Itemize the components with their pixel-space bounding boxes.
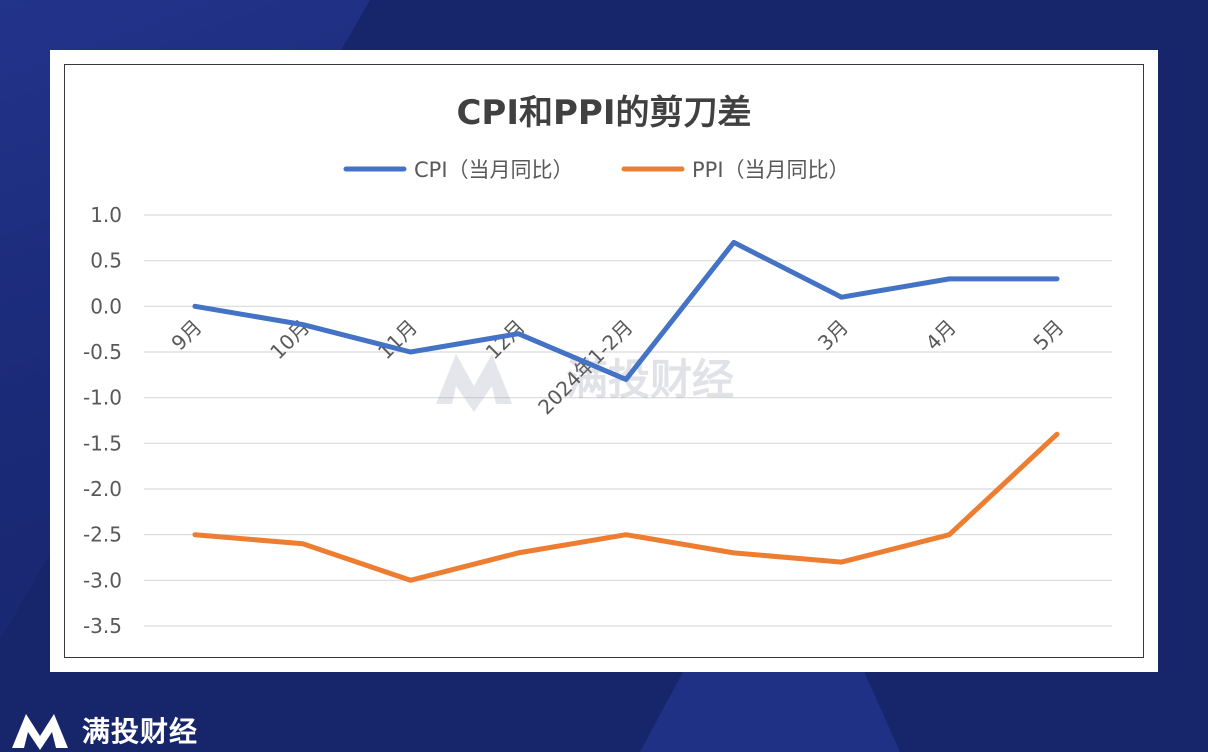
cpi-data-point	[1055, 276, 1059, 281]
cpi-data-point	[839, 295, 844, 300]
x-tick-label: 9月	[166, 315, 206, 355]
cpi-data-point	[624, 377, 628, 382]
y-tick-label: 0.5	[90, 249, 122, 273]
x-tick-label: 4月	[921, 315, 961, 355]
y-tick-label: -2.5	[83, 523, 122, 547]
cpi-data-point	[408, 350, 413, 354]
y-axis-ticks: 1.0 0.5 0.0 -0.5 -1.0 -1.5 -2.0 -2.5 -3.0 -3.5	[83, 203, 122, 638]
ppi-data-point	[408, 578, 413, 583]
y-tick-label: -3.0	[83, 568, 122, 592]
x-tick-label: 3月	[813, 315, 853, 355]
y-tick-label: -0.5	[83, 340, 122, 364]
brand-name: 满投财经	[82, 715, 199, 748]
footer-brand: 满投财经	[10, 708, 198, 752]
watermark: 满投财经	[436, 354, 734, 412]
ppi-data-point	[193, 532, 197, 537]
chart-frame	[64, 64, 1144, 658]
ppi-series-line	[192, 431, 1060, 583]
legend-label-ppi: PPI（当月同比）	[692, 158, 850, 182]
ppi-data-point	[947, 532, 952, 537]
m-logo-icon	[436, 354, 512, 412]
legend-label-cpi: CPI（当月同比）	[414, 158, 574, 182]
ppi-data-point	[731, 550, 736, 555]
ppi-data-point	[300, 541, 305, 546]
y-tick-label: -2.0	[83, 477, 122, 501]
line-chart: CPI和PPI的剪刀差 CPI（当月同比） PPI（当月同比） 1.0 0.5 0.…	[83, 93, 1112, 638]
y-tick-label: 1.0	[90, 203, 122, 227]
x-tick-label: 5月	[1028, 315, 1068, 355]
cpi-data-point	[731, 240, 736, 245]
cpi-data-point	[193, 304, 197, 309]
ppi-data-point	[516, 550, 521, 555]
y-tick-label: -1.5	[83, 431, 122, 455]
y-tick-label: -1.0	[83, 386, 122, 410]
y-tick-label: 0.0	[90, 294, 122, 318]
chart-title: CPI和PPI的剪刀差	[456, 93, 751, 133]
ppi-data-point	[624, 532, 628, 537]
y-tick-label: -3.5	[83, 614, 122, 638]
cpi-data-point	[947, 276, 952, 281]
ppi-data-point	[839, 560, 844, 565]
cpi-data-point	[300, 322, 305, 327]
chart-series	[192, 239, 1060, 583]
cpi-data-point	[516, 331, 521, 336]
x-tick-label: 11月	[373, 315, 422, 364]
ppi-data-point	[1055, 432, 1059, 437]
chart-legend: CPI（当月同比） PPI（当月同比）	[343, 158, 850, 182]
m-logo-icon	[12, 714, 68, 750]
